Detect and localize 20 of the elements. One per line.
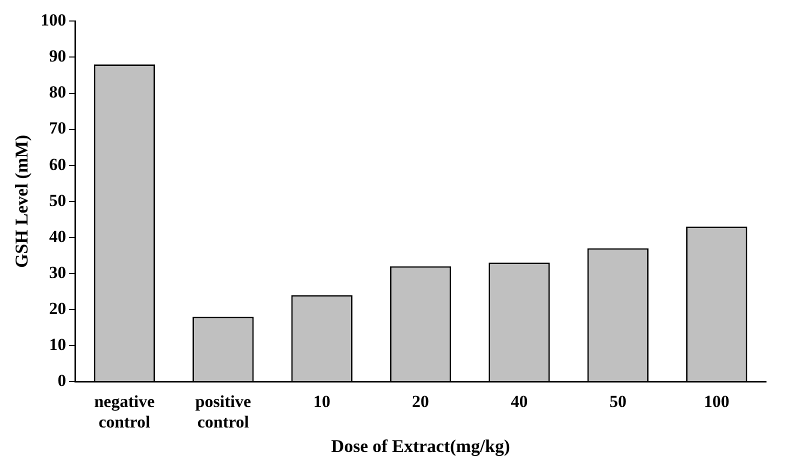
y-tick-label: 40 [49, 226, 66, 246]
y-tick-label: 0 [58, 370, 66, 390]
y-tick-label: 60 [49, 154, 66, 174]
y-tick-label: 80 [49, 82, 66, 102]
x-tick-label: 10 [313, 392, 330, 412]
y-tick-label: 50 [49, 190, 66, 210]
y-tick-label: 70 [49, 118, 66, 138]
y-tick-label: 90 [49, 46, 66, 66]
y-axis-title: GSH Level (mM) [11, 134, 32, 268]
x-tick-label: 100 [704, 392, 730, 412]
y-tick-label: 20 [49, 298, 66, 318]
x-tick-label: 20 [412, 392, 430, 412]
x-tick-label: 40 [510, 392, 528, 412]
x-axis-title: Dose of Extract(mg/kg) [331, 436, 510, 456]
x-tick-label: positive control [195, 392, 252, 432]
x-tick-label: 50 [609, 392, 626, 412]
y-tick-label: 10 [49, 334, 66, 354]
y-tick-label: 30 [49, 262, 66, 282]
y-tick-label: 100 [40, 10, 66, 30]
x-tick-label: negative control [94, 392, 156, 432]
